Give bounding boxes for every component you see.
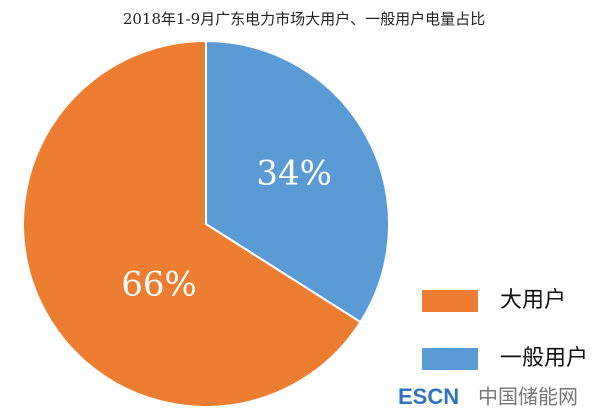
legend-label: 大用户 — [500, 288, 566, 313]
slice-label: 34% — [256, 154, 332, 194]
slice-label: 66% — [121, 264, 197, 304]
legend-swatch — [422, 348, 478, 370]
watermark-site: 中国储能网 — [478, 385, 578, 409]
watermark-brand: ESCN — [398, 384, 459, 409]
legend-label: 一般用户 — [500, 346, 588, 371]
legend-swatch — [422, 290, 478, 312]
pie-slice — [205, 39, 390, 324]
pie-slice — [22, 39, 362, 408]
chart-title: 2018年1-9月广东电力市场大用户、一般用户电量占比 — [123, 10, 485, 28]
